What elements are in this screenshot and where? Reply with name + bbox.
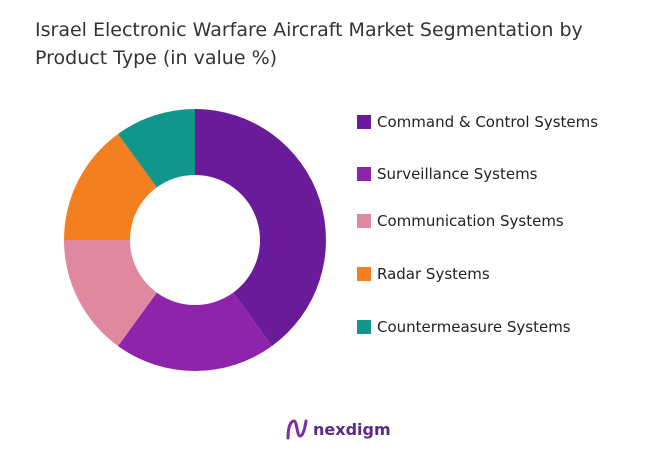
legend-swatch xyxy=(357,267,371,281)
donut-slice-radar-systems xyxy=(64,134,157,240)
legend-item: Command & Control Systems xyxy=(357,113,598,131)
legend-label: Radar Systems xyxy=(377,265,490,283)
legend-item: Countermeasure Systems xyxy=(357,318,571,336)
legend-label: Command & Control Systems xyxy=(377,113,599,131)
legend-item: Surveillance Systems xyxy=(357,165,538,183)
donut-slice-surveillance-systems xyxy=(118,292,272,371)
legend-item: Communication Systems xyxy=(357,212,564,230)
logo-text: nexdigm xyxy=(313,419,391,439)
legend-label: Countermeasure Systems xyxy=(377,318,571,336)
nexdigm-logo-icon xyxy=(286,419,308,440)
legend-label: Communication Systems xyxy=(377,212,564,230)
legend-swatch xyxy=(357,115,371,129)
legend-swatch xyxy=(357,214,371,228)
donut-slice-command-control-systems xyxy=(195,109,327,346)
legend-swatch xyxy=(357,167,371,181)
nexdigm-logo: nexdigm xyxy=(285,418,391,440)
donut-slice-communication-systems xyxy=(63,240,157,346)
chart-title: Israel Electronic Warfare Aircraft Marke… xyxy=(35,19,583,69)
legend-label: Surveillance Systems xyxy=(377,165,538,183)
legend-item: Radar Systems xyxy=(357,265,490,283)
legend-swatch xyxy=(357,320,371,334)
donut-slice-countermeasure-systems xyxy=(118,109,195,188)
